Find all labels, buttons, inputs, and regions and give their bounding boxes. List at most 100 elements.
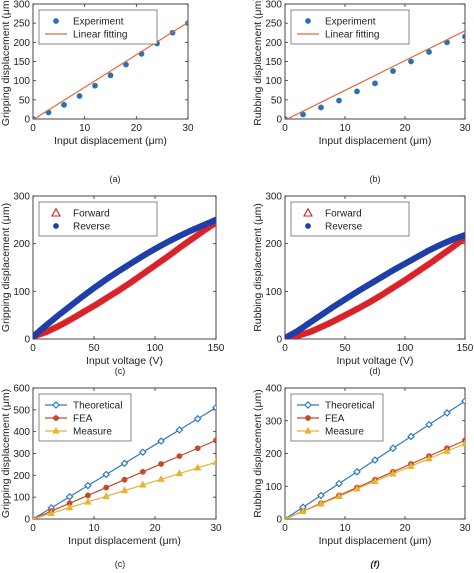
legend-item: Measure — [297, 427, 364, 438]
data-point — [389, 444, 397, 453]
y-axis-label: Rubbing displacement (μm) — [252, 0, 264, 126]
y-axis-label: Gripping displacement (μm) — [0, 203, 12, 332]
data-point — [408, 58, 414, 65]
data-point — [123, 61, 129, 68]
data-point — [371, 456, 379, 464]
data-point — [372, 80, 378, 87]
x-tick-label: 100 — [397, 343, 414, 354]
y-tick-label: 150 — [265, 57, 282, 68]
y-axis-label: Gripping displacement (μm) — [0, 389, 12, 518]
series-line — [285, 30, 465, 119]
x-tick-label: 0 — [282, 123, 288, 134]
data-point — [299, 507, 307, 515]
x-tick-label: 50 — [339, 343, 351, 354]
data-point — [121, 476, 128, 483]
series-experiment — [285, 33, 465, 119]
data-point — [317, 491, 325, 500]
data-point — [443, 446, 451, 454]
data-point — [461, 231, 465, 239]
x-tick-label: 0 — [282, 343, 288, 354]
data-point — [139, 480, 147, 488]
data-point — [175, 426, 184, 434]
data-point — [103, 484, 110, 491]
data-point — [212, 216, 216, 223]
legend-marker — [305, 415, 311, 421]
data-point — [47, 509, 55, 516]
legend-marker — [52, 426, 60, 434]
x-tick-label: 10 — [339, 523, 351, 534]
legend-item: Forward — [51, 207, 110, 220]
legend-label: FEA — [73, 414, 93, 425]
data-point — [425, 454, 433, 462]
legend-label: Reverse — [325, 222, 363, 233]
y-tick-label: 300 — [13, 0, 30, 11]
data-point — [84, 497, 92, 505]
x-tick-label: 30 — [182, 123, 194, 134]
plot-frame — [284, 195, 466, 340]
y-tick-label: 300 — [265, 0, 282, 11]
data-point — [76, 93, 83, 99]
data-point — [212, 403, 216, 412]
y-tick-label: 100 — [265, 482, 282, 493]
data-point — [193, 414, 202, 423]
x-tick-label: 20 — [131, 123, 143, 134]
legend-marker — [53, 223, 59, 229]
legend-box — [38, 9, 158, 45]
legend-label: Reverse — [73, 222, 111, 233]
series-fea — [33, 437, 216, 519]
legend-item: Theoretical — [45, 401, 122, 412]
data-point — [300, 111, 306, 118]
data-point — [102, 491, 110, 499]
y-tick-label: 0 — [276, 115, 282, 126]
y-tick-label: 50 — [271, 95, 283, 106]
data-point — [61, 101, 67, 108]
legend: Experiment Linear fitting — [290, 9, 410, 45]
data-point — [33, 514, 36, 519]
y-tick-label: 0 — [24, 115, 30, 126]
y-tick-label: 300 — [265, 192, 282, 203]
series-line — [33, 21, 188, 119]
y-axis-label: Rubbing displacement (μm) — [252, 389, 264, 518]
y-tick-label: 50 — [19, 95, 31, 106]
data-point — [443, 409, 451, 417]
data-point — [85, 492, 91, 499]
legend: Experiment Linear fitting — [38, 9, 158, 45]
x-tick-label: 20 — [399, 523, 411, 534]
series-measure — [285, 439, 465, 519]
legend-label: Measure — [73, 427, 112, 438]
y-tick-label: 150 — [13, 57, 30, 68]
data-point — [176, 453, 183, 460]
data-point — [461, 439, 465, 447]
legend-label: FEA — [325, 414, 345, 425]
data-point — [407, 461, 415, 469]
x-tick-label: 30 — [210, 523, 222, 534]
legend-item: Reverse — [305, 222, 363, 233]
plot-frame — [32, 195, 217, 340]
x-axis-label: Input voltage (V) — [86, 355, 163, 367]
panel-caption: (c) — [115, 559, 126, 569]
legend-item: FEA — [297, 414, 345, 425]
legend-marker — [53, 415, 59, 421]
y-tick-label: 200 — [265, 239, 282, 250]
data-point — [84, 481, 92, 490]
legend-item: Linear fitting — [297, 30, 379, 41]
chart-panel-3: 0 50 100 150 0 100 200 300 Input voltage (V) Grip… — [0, 192, 225, 377]
panel-caption: (b) — [370, 174, 381, 184]
plot-area — [285, 30, 465, 119]
y-tick-label: 100 — [265, 287, 282, 298]
x-tick-label: 150 — [457, 343, 474, 354]
data-point — [158, 461, 165, 467]
legend-marker — [304, 426, 312, 434]
legend-box — [38, 201, 158, 237]
x-tick-label: 30 — [459, 523, 471, 534]
x-axis-label: Input displacement (μm) — [319, 535, 432, 547]
data-point — [285, 514, 288, 519]
x-axis-label: Input voltage (V) — [336, 355, 413, 367]
data-point — [157, 474, 165, 482]
x-tick-label: 10 — [339, 123, 351, 134]
data-point — [65, 492, 74, 501]
y-tick-label: 100 — [265, 76, 282, 87]
legend: Forward Reverse — [290, 201, 410, 237]
legend-box — [290, 9, 410, 45]
